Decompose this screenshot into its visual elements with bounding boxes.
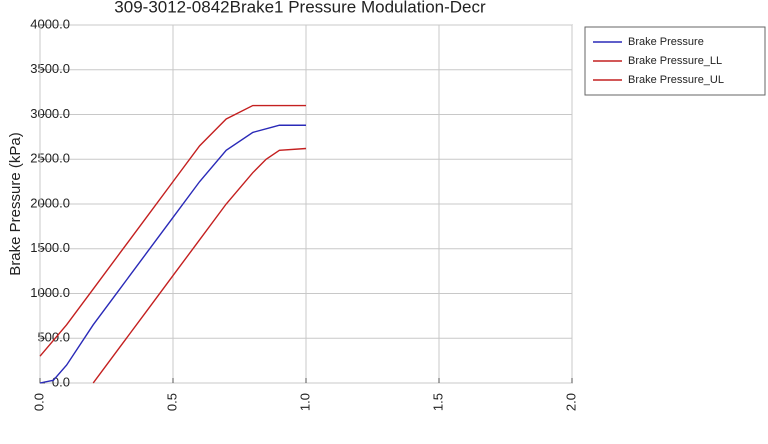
legend-label: Brake Pressure_UL	[628, 74, 724, 86]
y-tick-label: 3000.0	[30, 106, 70, 121]
data-line	[92, 147, 307, 384]
y-tick-label: 4000.0	[30, 16, 70, 31]
x-tick-label: 0.0	[31, 393, 46, 411]
x-tick-label: 1.0	[297, 393, 312, 411]
legend-label: Brake Pressure_LL	[628, 55, 722, 67]
y-tick-label: 3500.0	[30, 61, 70, 76]
y-tick-label: 2000.0	[30, 195, 70, 210]
legend: Brake Pressure Brake Pressure_LL Brake Pre…	[584, 26, 766, 96]
y-tick-label: 0.0	[52, 374, 70, 389]
y-tick-label: 1000.0	[30, 285, 70, 300]
y-tick-label: 500.0	[37, 330, 70, 345]
legend-box	[584, 26, 766, 96]
chart-title: 309-3012-0842Brake1 Pressure Modulation-…	[114, 0, 486, 16]
x-tick-label: 2.0	[563, 393, 578, 411]
data-line	[39, 104, 306, 357]
y-tick-label: 1500.0	[30, 240, 70, 255]
legend-label: Brake Pressure	[628, 36, 704, 48]
x-tick-label: 0.5	[164, 393, 179, 411]
data-line	[39, 124, 306, 384]
x-tick-label: 1.5	[430, 393, 445, 411]
y-axis-label: Brake Pressure (kPa)	[7, 132, 24, 275]
y-tick-label: 2500.0	[30, 151, 70, 166]
